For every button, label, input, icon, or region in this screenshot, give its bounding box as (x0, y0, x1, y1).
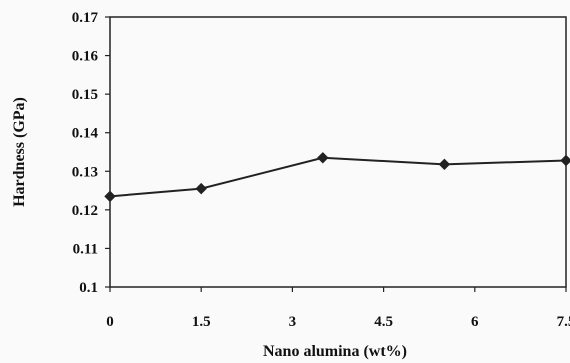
x-tick-label: 3 (289, 314, 297, 330)
data-point-marker (317, 152, 329, 164)
series-layer (104, 152, 570, 203)
plot-area-frame (109, 16, 567, 288)
x-tick-label: 6 (471, 314, 479, 330)
y-axis-ticks: 0.1 0.11 0.12 0.13 0.14 0.15 0.16 0.17 (72, 10, 110, 296)
y-tick-label: 0.14 (72, 126, 99, 142)
y-tick-label: 0.12 (72, 203, 98, 219)
y-tick-label: 0.15 (72, 87, 98, 103)
x-tick-label: 7.5 (557, 314, 570, 330)
x-tick-label: 0 (106, 314, 114, 330)
y-tick-label: 0.11 (73, 241, 98, 257)
x-axis-ticks: 0 1.5 3 4.5 6 7.5 (106, 287, 570, 330)
y-axis-title: Hardness (GPa) (11, 97, 28, 207)
data-point-marker (104, 190, 116, 203)
x-axis-title: Nano alumina (wt%) (263, 343, 407, 360)
series-line (109, 156, 567, 198)
data-point-marker (438, 158, 451, 171)
y-tick-label: 0.1 (79, 280, 98, 296)
data-point-marker (195, 182, 207, 195)
x-tick-label: 4.5 (374, 314, 393, 330)
x-tick-label: 1.5 (192, 314, 211, 330)
y-tick-label: 0.16 (72, 49, 99, 65)
data-point-marker (560, 154, 570, 167)
y-tick-label: 0.17 (72, 10, 99, 26)
y-tick-label: 0.13 (72, 164, 98, 180)
